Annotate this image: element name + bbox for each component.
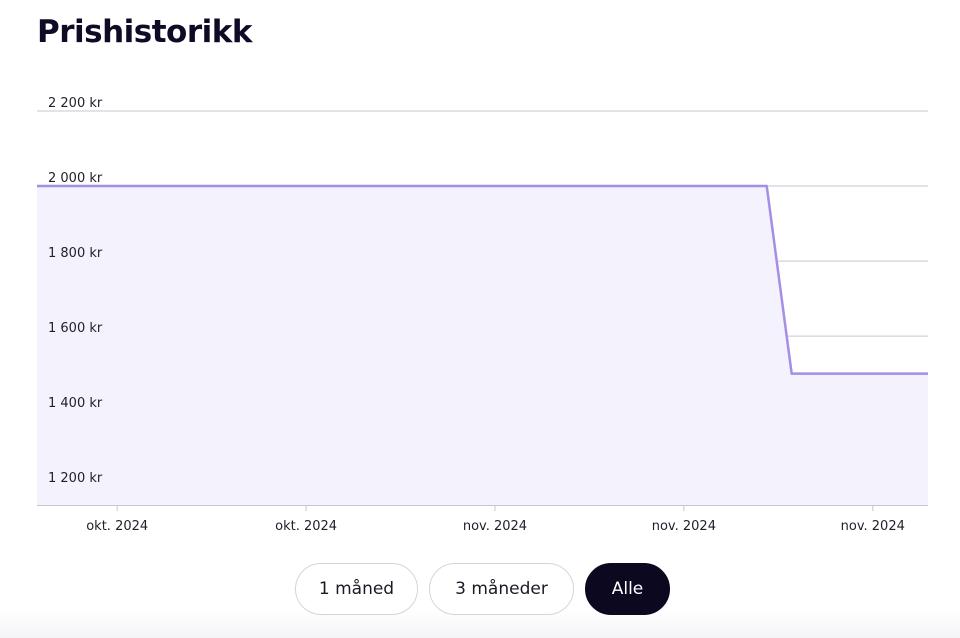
page-title: Prishistorikk [37,14,253,50]
x-tick-label: nov. 2024 [652,519,716,534]
range-button-all[interactable]: Alle [585,563,670,615]
price-series-line [37,184,928,375]
axis-layer [37,505,928,511]
x-tick-label: okt. 2024 [86,519,148,534]
x-tick-label: okt. 2024 [275,519,337,534]
y-tick-label: 2 200 kr [48,96,103,111]
y-tick-label: 2 000 kr [48,171,103,186]
label-layer: 2 200 kr 2 000 kr 1 800 kr 1 600 kr 1 400 kr… [48,96,905,534]
range-button-3-months[interactable]: 3 måneder [429,563,574,615]
y-tick-label: 1 800 kr [48,246,103,261]
x-tick-label: nov. 2024 [463,519,527,534]
x-tick-label: nov. 2024 [841,519,905,534]
price-area-fill [37,186,928,506]
area-layer [37,186,928,506]
y-tick-label: 1 200 kr [48,471,103,486]
range-button-1-month[interactable]: 1 måned [295,563,418,615]
range-selector: 1 måned 3 måneder Alle [0,563,960,615]
y-tick-label: 1 600 kr [48,321,103,336]
y-tick-label: 1 400 kr [48,396,103,411]
line-layer [37,184,928,375]
price-history-chart: 2 200 kr 2 000 kr 1 800 kr 1 600 kr 1 400 kr… [37,96,928,534]
